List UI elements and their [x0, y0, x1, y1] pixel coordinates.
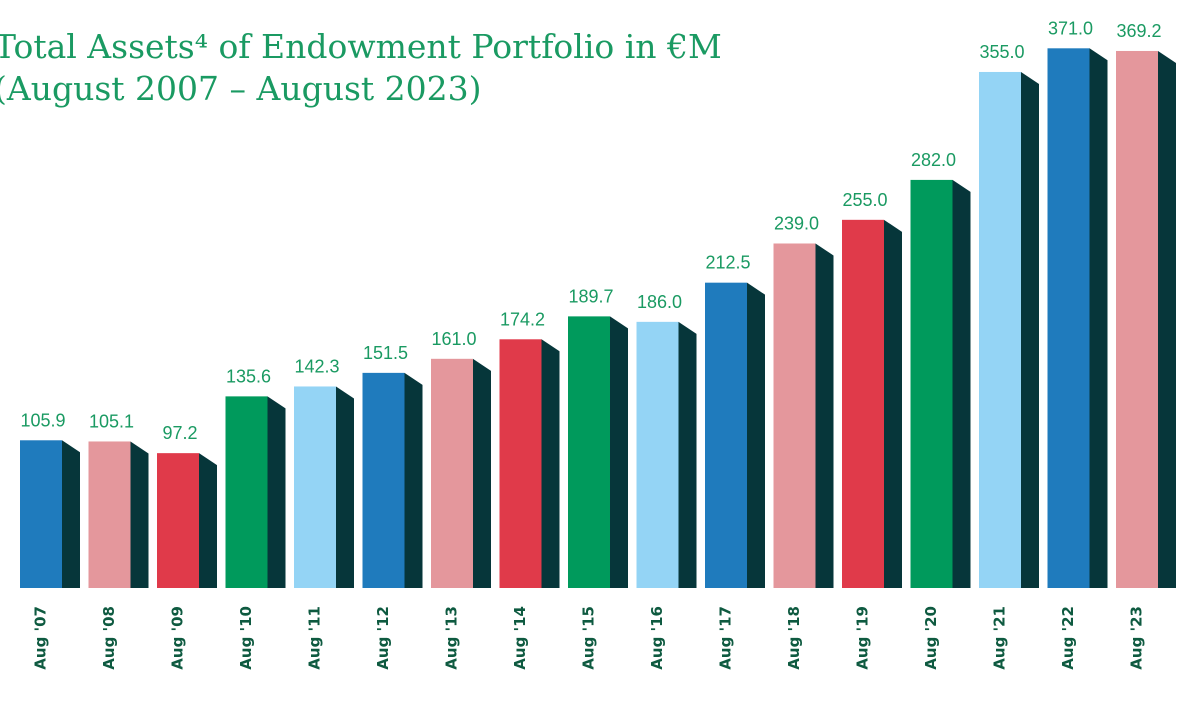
value-label: 282.0 — [911, 150, 956, 170]
bar-side — [1089, 48, 1108, 588]
x-tick-label: Aug '17 — [716, 606, 734, 670]
value-label: 161.0 — [431, 329, 476, 349]
bar-side — [62, 440, 80, 588]
x-tick-label: Aug '12 — [374, 606, 392, 670]
x-tick-label: Aug '15 — [579, 606, 597, 670]
x-tick-label: Aug '21 — [990, 606, 1008, 670]
value-label: 239.0 — [774, 213, 819, 233]
x-tick-label: Aug '13 — [442, 606, 460, 670]
bar-side — [199, 453, 217, 588]
bar-side — [952, 179, 971, 588]
bar-side — [130, 441, 149, 588]
bar — [842, 219, 884, 588]
value-label: 135.6 — [226, 366, 271, 386]
value-label: 369.2 — [1116, 21, 1161, 41]
x-tick-label: Aug '16 — [648, 606, 666, 670]
bar-side — [1158, 50, 1176, 588]
bar — [499, 339, 542, 588]
x-tick-label: Aug '07 — [31, 606, 49, 670]
value-label: 97.2 — [162, 423, 197, 443]
value-label: 186.0 — [637, 292, 682, 312]
value-label: 105.9 — [20, 410, 65, 430]
bar — [225, 396, 268, 588]
bar — [568, 316, 610, 588]
bar-side — [747, 282, 765, 588]
bar — [1047, 48, 1090, 588]
bar — [294, 386, 336, 588]
value-label: 142.3 — [294, 356, 339, 376]
x-tick-label: Aug '22 — [1059, 606, 1077, 670]
x-tick-label: Aug '20 — [922, 606, 940, 670]
bar — [157, 453, 199, 588]
value-label: 355.0 — [979, 42, 1024, 62]
bar-side — [1021, 71, 1039, 589]
x-tick-label: Aug '10 — [237, 606, 255, 670]
bar — [88, 441, 131, 588]
value-label: 371.0 — [1048, 18, 1093, 38]
bar — [431, 358, 473, 588]
bar-side — [678, 321, 697, 588]
value-label: 174.2 — [500, 309, 545, 329]
bar-side — [610, 316, 628, 588]
value-label: 212.5 — [705, 253, 750, 273]
bar-side — [473, 358, 491, 588]
x-tick-label: Aug '18 — [785, 606, 803, 670]
x-tick-label: Aug '23 — [1127, 606, 1145, 670]
bar — [910, 179, 953, 588]
bar — [705, 282, 747, 588]
chart-title: Total Assets⁴ of Endowment Portfolio in … — [0, 27, 722, 66]
bar — [20, 440, 62, 588]
x-tick-label: Aug '14 — [511, 606, 529, 670]
bar — [636, 321, 679, 588]
x-tick-label: Aug '11 — [305, 606, 323, 670]
bar-side — [404, 372, 423, 588]
bar-side — [541, 339, 560, 588]
x-tick-label: Aug '09 — [168, 606, 186, 670]
bar — [362, 372, 405, 588]
value-label: 151.5 — [363, 343, 408, 363]
bar-side — [815, 243, 834, 589]
bar — [773, 243, 816, 589]
x-tick-label: Aug '19 — [853, 606, 871, 670]
bar-side — [884, 219, 902, 588]
bar — [1116, 50, 1158, 588]
value-label: 255.0 — [842, 190, 887, 210]
bar-side — [336, 386, 354, 588]
value-label: 189.7 — [568, 286, 613, 306]
bar — [979, 71, 1021, 589]
bar-side — [267, 396, 286, 588]
chart-subtitle: (August 2007 – August 2023) — [0, 69, 482, 108]
x-tick-label: Aug '08 — [100, 606, 118, 670]
value-label: 105.1 — [89, 411, 134, 431]
